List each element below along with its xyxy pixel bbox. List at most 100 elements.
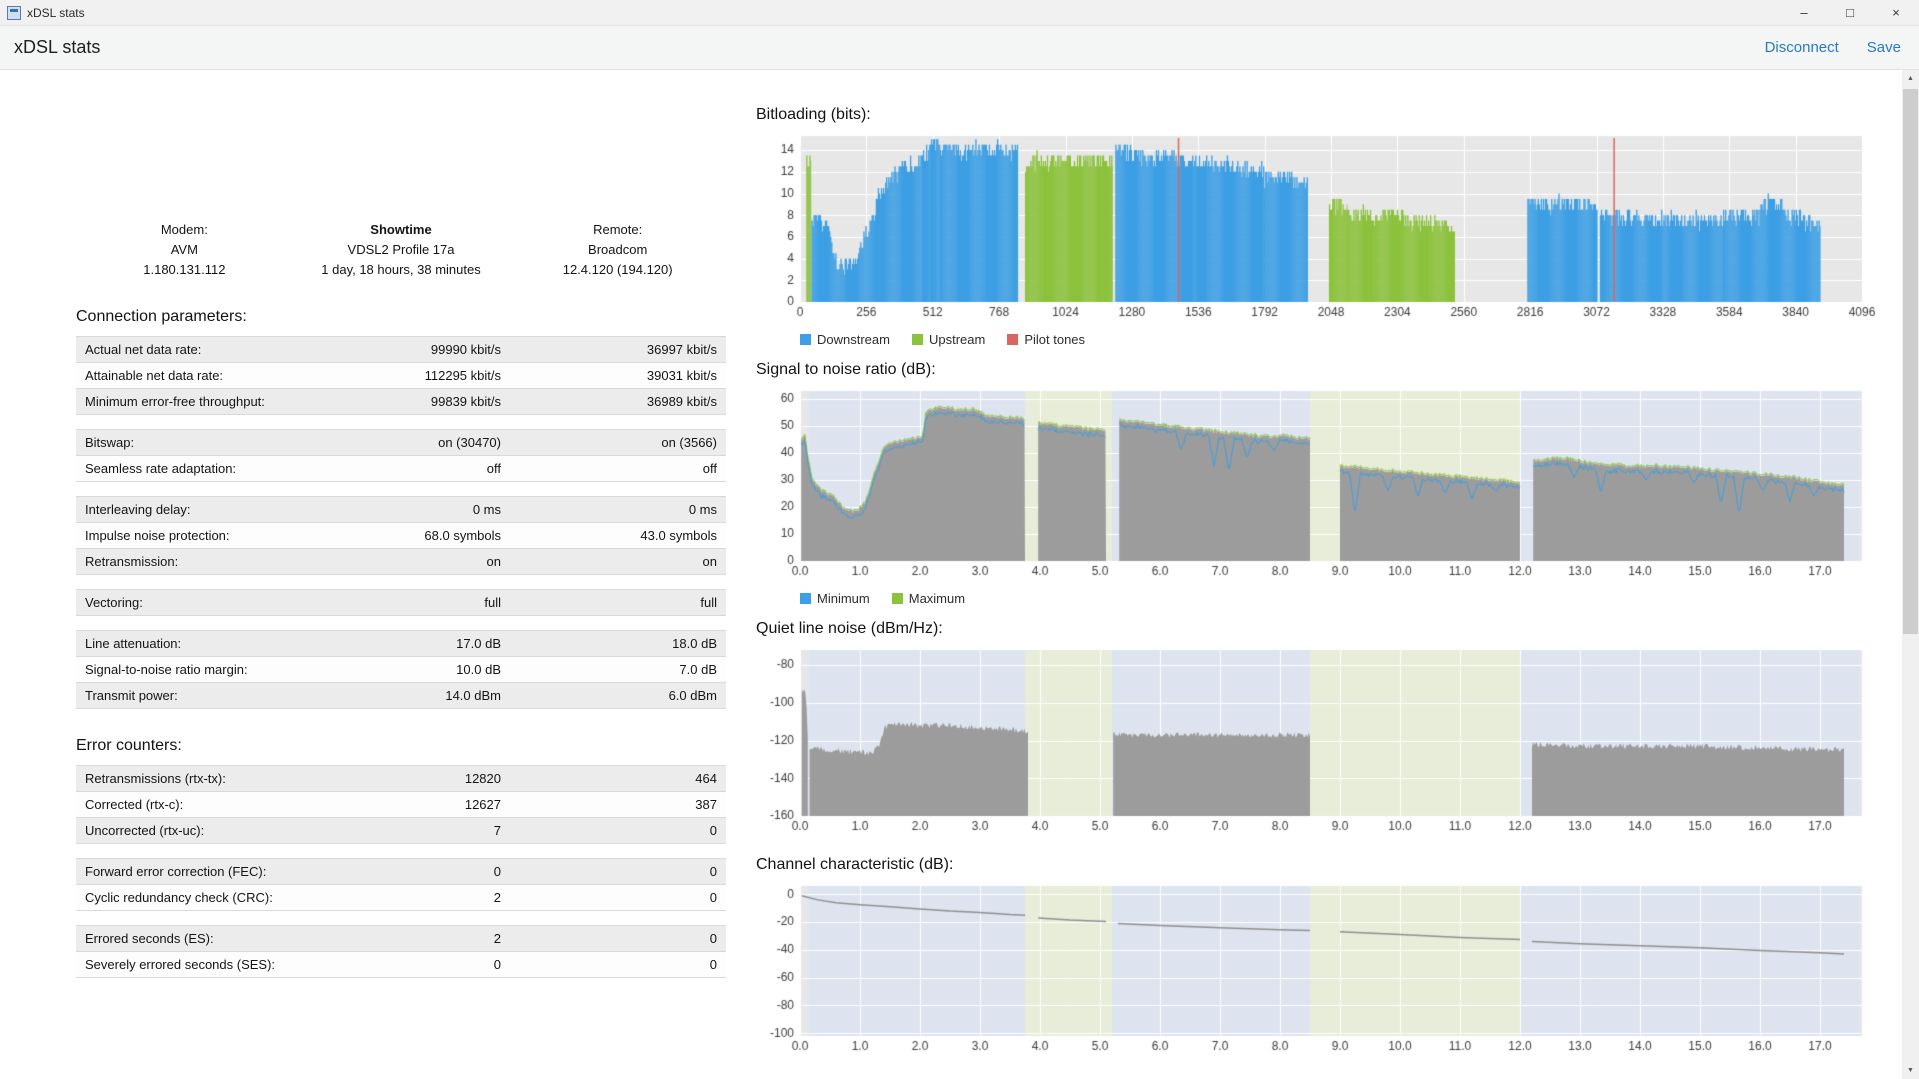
page-title: xDSL stats xyxy=(14,37,101,57)
table-row: Vectoring: full full xyxy=(76,590,726,617)
legend-item: Pilot tones xyxy=(1007,332,1085,347)
row-value-downstream: 10.0 dB xyxy=(456,662,501,678)
row-value-upstream: 0 xyxy=(709,823,717,839)
row-value-upstream: on (3566) xyxy=(661,435,717,451)
row-value-upstream: 7.0 dB xyxy=(679,662,717,678)
row-label: Cyclic redundancy check (CRC): xyxy=(85,890,273,906)
snr-section: Signal to noise ratio (dB): Minimum Maxim… xyxy=(756,361,1902,606)
row-value-downstream: full xyxy=(484,595,501,611)
row-value-upstream: 387 xyxy=(695,797,717,813)
table-group: Actual net data rate: 99990 kbit/s 36997 k… xyxy=(76,336,726,416)
row-value-upstream: 0 xyxy=(709,890,717,906)
connection-parameters-table: Actual net data rate: 99990 kbit/s 36997 k… xyxy=(76,336,726,710)
toolbar-links: Disconnect Save xyxy=(1765,39,1901,56)
vertical-scrollbar[interactable]: ▲ ▼ xyxy=(1902,70,1919,1079)
legend-label: Maximum xyxy=(908,591,966,606)
legend-label: Pilot tones xyxy=(1024,332,1086,347)
row-label: Seamless rate adaptation: xyxy=(85,461,237,477)
modem-label: Modem: xyxy=(160,222,208,237)
connection-parameters-heading: Connection parameters: xyxy=(76,308,247,326)
row-value-downstream: off xyxy=(486,461,501,477)
titlebar: xDSL stats – □ × xyxy=(0,0,1919,26)
table-group: Forward error correction (FEC): 0 0 Cyclic … xyxy=(76,858,726,912)
legend-item: Minimum xyxy=(800,591,870,606)
legend-label: Upstream xyxy=(928,332,986,347)
qln-section: Quiet line noise (dBm/Hz): xyxy=(756,620,1902,842)
table-row: Transmit power: 14.0 dBm 6.0 dBm xyxy=(76,683,726,710)
line-status: Showtime xyxy=(370,222,432,237)
row-value-downstream: on (30470) xyxy=(438,435,501,451)
line-state: Showtime VDSL2 Profile 17a 1 day, 18 hou… xyxy=(293,220,510,280)
table-group: Retransmissions (rtx-tx): 12820 464 Correct… xyxy=(76,765,726,845)
row-label: Corrected (rtx-c): xyxy=(85,797,184,813)
line-profile: VDSL2 Profile 17a xyxy=(347,242,455,258)
row-label: Uncorrected (rtx-uc): xyxy=(85,823,205,839)
scroll-up-icon[interactable]: ▲ xyxy=(1907,75,1914,82)
table-row: Uncorrected (rtx-uc): 7 0 xyxy=(76,818,726,845)
table-row: Interleaving delay: 0 ms 0 ms xyxy=(76,497,726,524)
row-label: Retransmission: xyxy=(85,554,179,570)
snr-legend: Minimum Maximum xyxy=(800,591,1902,606)
bitloading-legend: Downstream Upstream Pilot tones xyxy=(800,332,1902,347)
table-row: Bitswap: on (30470) on (3566) xyxy=(76,430,726,457)
qln-chart xyxy=(756,644,1896,842)
row-value-upstream: 39031 kbit/s xyxy=(646,368,717,384)
table-row: Minimum error-free throughput: 99839 kbit… xyxy=(76,389,726,416)
row-label: Attainable net data rate: xyxy=(85,368,224,384)
scrollbar-thumb[interactable] xyxy=(1903,89,1918,634)
row-value-upstream: 36989 kbit/s xyxy=(646,394,717,410)
modem-info: Modem: AVM 1.180.131.112 Showtime VDSL2 … xyxy=(76,220,726,280)
maximize-button[interactable]: □ xyxy=(1846,5,1854,20)
row-label: Interleaving delay: xyxy=(85,502,191,518)
legend-label: Minimum xyxy=(817,591,870,606)
legend-item: Upstream xyxy=(911,332,986,347)
legend-item: Maximum xyxy=(891,591,966,606)
legend-swatch-pilot-tones xyxy=(1007,334,1019,345)
legend-swatch-minimum xyxy=(800,593,811,604)
modem-version: 1.180.131.112 xyxy=(143,262,226,278)
row-value-downstream: 12627 xyxy=(464,797,501,813)
row-value-upstream: 18.0 dB xyxy=(672,636,717,652)
disconnect-button[interactable]: Disconnect xyxy=(1764,39,1839,56)
row-value-downstream: 0 ms xyxy=(472,502,501,518)
row-label: Minimum error-free throughput: xyxy=(85,394,265,410)
remote-label: Remote: xyxy=(593,222,643,237)
table-row: Seamless rate adaptation: off off xyxy=(76,456,726,483)
scroll-down-icon[interactable]: ▼ xyxy=(1907,1067,1914,1074)
bitloading-chart xyxy=(756,130,1896,328)
qln-title: Quiet line noise (dBm/Hz): xyxy=(756,620,943,637)
row-value-upstream: 464 xyxy=(695,771,717,787)
row-value-upstream: off xyxy=(702,461,717,477)
legend-item: Downstream xyxy=(800,332,890,347)
row-label: Impulse noise protection: xyxy=(85,528,230,544)
table-row: Corrected (rtx-c): 12627 387 xyxy=(76,792,726,819)
legend-swatch-maximum xyxy=(891,593,903,604)
row-value-downstream: 99839 kbit/s xyxy=(430,394,501,410)
row-value-downstream: 112295 kbit/s xyxy=(424,368,501,384)
row-value-upstream: 0 ms xyxy=(688,502,717,518)
save-button[interactable]: Save xyxy=(1866,39,1901,56)
remote-version: 12.4.120 (194.120) xyxy=(562,262,673,278)
row-label: Vectoring: xyxy=(85,595,143,611)
row-value-downstream: 68.0 symbols xyxy=(424,528,501,544)
legend-swatch-upstream xyxy=(911,334,923,345)
modem-remote: Remote: Broadcom 12.4.120 (194.120) xyxy=(509,220,726,280)
snr-title: Signal to noise ratio (dB): xyxy=(756,361,936,378)
row-label: Signal-to-noise ratio margin: xyxy=(85,662,248,678)
row-value-downstream: 99990 kbit/s xyxy=(430,342,501,358)
row-label: Forward error correction (FEC): xyxy=(85,864,267,880)
table-row: Forward error correction (FEC): 0 0 xyxy=(76,859,726,886)
table-row: Impulse noise protection: 68.0 symbols 43.… xyxy=(76,523,726,550)
table-row: Attainable net data rate: 112295 kbit/s 39… xyxy=(76,363,726,390)
bitloading-section: Bitloading (bits): Downstream Upstream Pil… xyxy=(756,106,1902,347)
minimize-button[interactable]: – xyxy=(1800,5,1808,20)
row-value-downstream: 0 xyxy=(493,957,501,973)
table-row: Retransmission: on on xyxy=(76,549,726,576)
row-value-downstream: 14.0 dBm xyxy=(445,688,501,704)
close-button[interactable]: × xyxy=(1892,5,1900,20)
app-icon xyxy=(7,5,21,20)
charts-column: Bitloading (bits): Downstream Upstream Pil… xyxy=(740,70,1902,1079)
row-value-downstream: 2 xyxy=(493,890,501,906)
main-content: Modem: AVM 1.180.131.112 Showtime VDSL2 … xyxy=(0,70,1919,1079)
table-group: Line attenuation: 17.0 dB 18.0 dB Signal-to… xyxy=(76,630,726,710)
